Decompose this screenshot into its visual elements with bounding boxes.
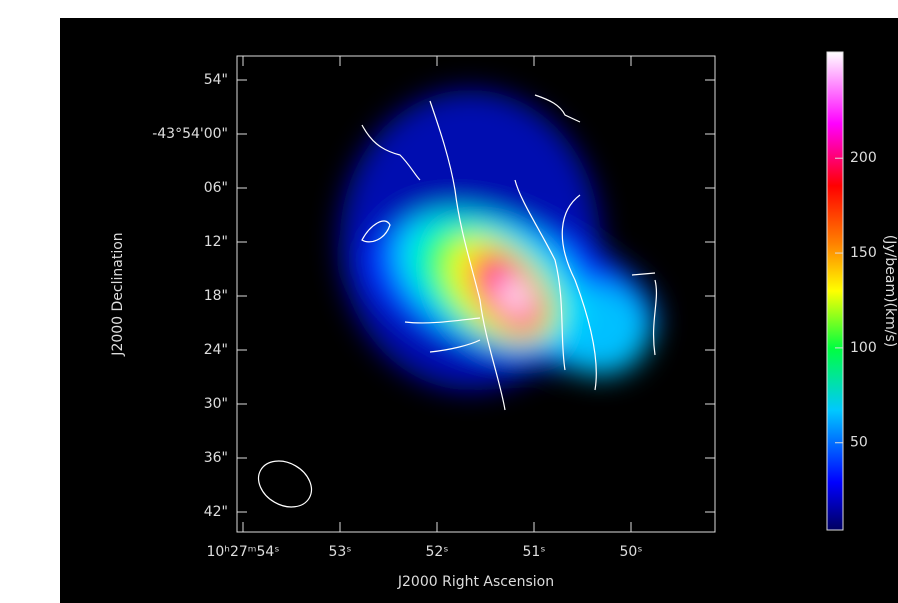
x-tick-label: 53ˢ xyxy=(328,544,351,560)
x-tick-label: 10ʰ27ᵐ54ˢ xyxy=(206,544,279,560)
y-tick-label: 18" xyxy=(204,288,228,304)
x-axis-label: J2000 Right Ascension xyxy=(397,574,554,590)
y-tick-label: 12" xyxy=(204,234,228,250)
image xyxy=(257,90,658,508)
y-axis-label: J2000 Declination xyxy=(110,232,126,356)
y-tick-label: 30" xyxy=(204,396,228,412)
colorbar-label: (Jy/beam)(km/s) xyxy=(882,235,898,347)
x-tick-label: 50ˢ xyxy=(619,544,642,560)
y-tick-label: 24" xyxy=(204,342,228,358)
x-tick-label: 51ˢ xyxy=(522,544,545,560)
y-tick-label: -43°54'00" xyxy=(152,126,228,142)
plot-frame xyxy=(236,55,716,533)
colorbar-tick-label: 150 xyxy=(850,245,877,261)
colorbar-tick-label: 200 xyxy=(850,150,877,166)
colorbar-tick-label: 100 xyxy=(850,340,877,356)
colorbar-tick-label: 50 xyxy=(850,435,868,451)
y-tick-label: 06" xyxy=(204,180,228,196)
x-tick-label: 52ˢ xyxy=(425,544,448,560)
y-tick-label: 54" xyxy=(204,72,228,88)
beam xyxy=(257,460,313,508)
y-tick-label: 36" xyxy=(204,450,228,466)
colorbar xyxy=(826,51,844,531)
y-tick-label: 42" xyxy=(204,504,228,520)
